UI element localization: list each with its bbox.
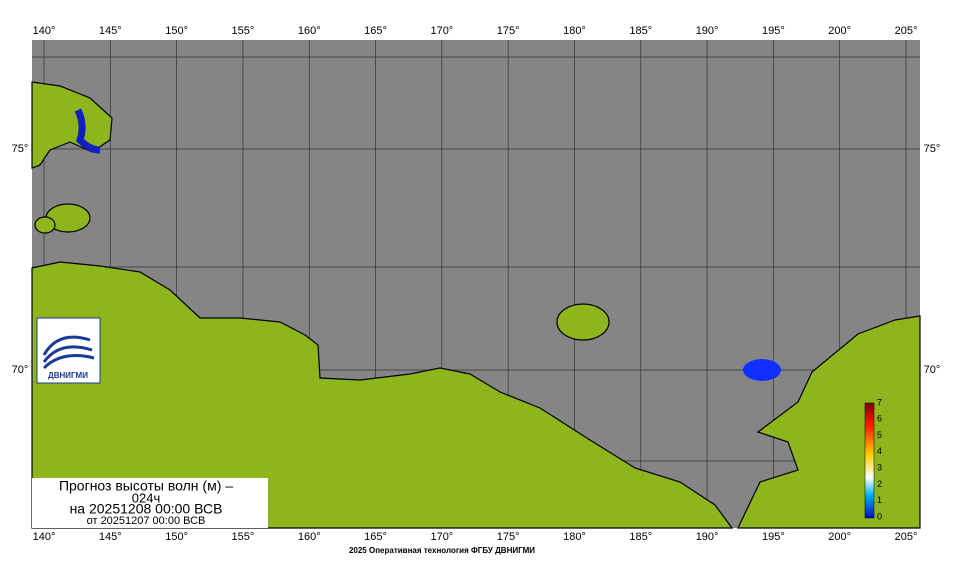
lon-label: 175° [497,25,520,37]
lon-label: 190° [696,531,719,543]
colorbar-label: 0 [877,511,882,521]
lon-label: 160° [298,531,321,543]
lon-label: 205° [895,25,918,37]
lon-label: 155° [232,531,255,543]
grid [43,40,907,528]
lon-label: 150° [165,531,188,543]
island [556,303,610,341]
lon-label: 180° [563,25,586,37]
colorbar [864,402,875,519]
lon-label: 155° [232,25,255,37]
title: Прогноз высоты волн (м) – [59,478,233,494]
logo-text: ДВНИГМИ [48,371,88,380]
colorbar-label: 6 [877,414,882,424]
lon-label: 200° [828,25,851,37]
title: 024ч [132,490,160,505]
lon-label: 195° [762,25,785,37]
lon-label: 200° [828,531,851,543]
wave-area [74,108,101,154]
subtitle: от 20251207 00:00 ВСВ [87,515,206,527]
colorbar-label: 2 [877,479,882,489]
title-box [32,478,268,528]
lon-label: 160° [298,25,321,37]
logo: ДВНИГМИ [36,317,101,384]
lat-label: 75° [12,143,29,155]
lon-label: 170° [430,531,453,543]
mainland [737,315,921,529]
lat-label: 75° [924,143,941,155]
lon-label: 150° [165,25,188,37]
lon-label: 145° [99,531,122,543]
lon-label: 185° [629,25,652,37]
lon-label: 180° [563,531,586,543]
lon-label: 190° [696,25,719,37]
lon-label: 205° [895,531,918,543]
colorbar-label: 1 [877,495,882,505]
lon-label: 175° [497,531,520,543]
colorbar-label: 3 [877,463,882,473]
lat-label: 70° [924,364,941,376]
island [34,216,56,234]
lon-label: 165° [364,531,387,543]
title: на 20251208 00:00 ВСВ [70,501,223,517]
colorbar-label: 4 [877,446,882,456]
colorbar-label: 7 [877,397,882,407]
lon-label: 195° [762,531,785,543]
lon-label: 140° [33,25,56,37]
logo-waves [42,335,95,370]
lon-label: 145° [99,25,122,37]
wave-area [743,359,781,381]
lon-label: 185° [629,531,652,543]
lat-label: 70° [12,364,29,376]
lon-label: 170° [430,25,453,37]
footer: 2025 Оперативная технология ФГБУ ДВНИГМИ [349,546,535,555]
lon-label: 165° [364,25,387,37]
lon-label: 140° [33,531,56,543]
colorbar-label: 5 [877,430,882,440]
colorbar-labels: 0 1 2 3 4 5 6 7 [877,397,882,521]
mainland [31,261,734,529]
